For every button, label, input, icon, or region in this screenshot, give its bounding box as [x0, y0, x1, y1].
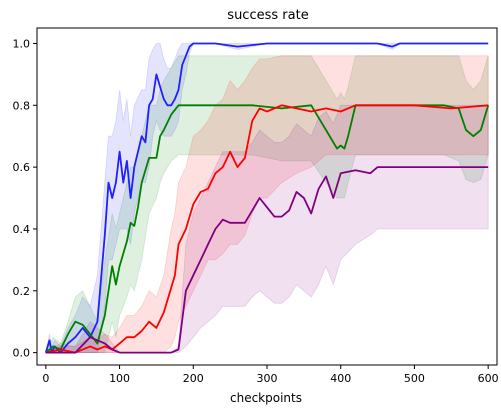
y-tick-label-2: 0.4	[13, 223, 31, 236]
series-0-line	[44, 42, 489, 354]
x-tick-label-400: 400	[330, 372, 351, 385]
y-tick-label-1: 0.2	[13, 285, 31, 298]
series-3-line	[45, 166, 489, 354]
y-tick-label-0: 0.0	[13, 347, 31, 360]
x-tick-label-100: 100	[109, 372, 130, 385]
chart-title: success rate	[227, 8, 308, 23]
series-2-line	[45, 104, 489, 354]
x-tick-label-500: 500	[404, 372, 425, 385]
y-axis: 0.0 0.2 0.4 0.6 0.8 1.0	[13, 37, 37, 360]
x-tick-label-600: 600	[478, 372, 499, 385]
series-0-band	[45, 43, 489, 353]
y-tick-label-3: 0.6	[13, 161, 31, 174]
x-tick-label-0: 0	[42, 372, 49, 385]
series-lines	[44, 42, 490, 354]
y-tick-label-5: 1.0	[13, 37, 31, 50]
x-tick-label-300: 300	[257, 372, 278, 385]
x-tick-label-200: 200	[183, 372, 204, 385]
x-axis-label: checkpoints	[230, 391, 302, 405]
x-axis: 0 100 200 300 400 500 600	[42, 365, 499, 385]
y-tick-label-4: 0.8	[13, 99, 31, 112]
